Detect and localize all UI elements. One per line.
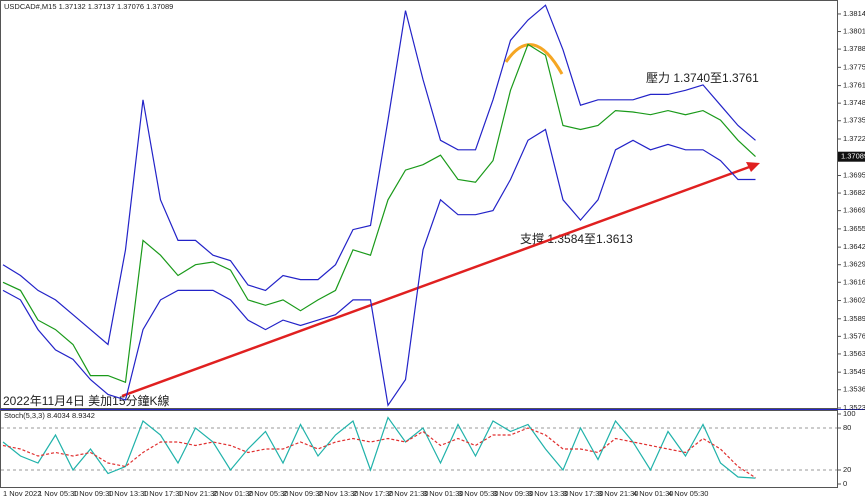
x-tick-label: 3 Nov 21:30 <box>598 489 638 498</box>
x-tick-label: 2 Nov 09:30 <box>283 489 323 498</box>
x-tick-label: 1 Nov 05:30 <box>38 489 78 498</box>
x-tick-label: 2 Nov 01:30 <box>213 489 253 498</box>
y-tick-label: 1.37485 <box>843 98 865 107</box>
x-tick-label: 2 Nov 21:30 <box>388 489 428 498</box>
chart-caption: 2022年11月4日 美加15分鐘K線 <box>3 393 170 408</box>
trend-line <box>121 164 753 398</box>
x-tick-label: 3 Nov 01:30 <box>423 489 463 498</box>
stoch-header: Stoch(5,3,3) 8.4034 8.9342 <box>4 411 95 420</box>
y-tick-label: 1.37220 <box>843 134 865 143</box>
y-tick-label: 1.38145 <box>843 9 865 18</box>
x-tick-label: 2 Nov 17:30 <box>353 489 393 498</box>
x-tick-label: 1 Nov 2022 <box>3 489 41 498</box>
y-tick-label: 1.36950 <box>843 170 865 179</box>
y-tick-label: 100 <box>843 409 856 418</box>
x-tick-label: 3 Nov 05:30 <box>458 489 498 498</box>
x-tick-label: 2 Nov 13:30 <box>318 489 358 498</box>
x-tick-label: 2 Nov 05:30 <box>248 489 288 498</box>
x-tick-label: 3 Nov 09:30 <box>493 489 533 498</box>
y-tick-label: 0 <box>843 479 847 488</box>
series-line <box>2 128 756 407</box>
x-tick-label: 3 Nov 13:30 <box>528 489 568 498</box>
y-tick-label: 1.35230 <box>843 403 865 412</box>
y-tick-label: 80 <box>843 423 851 432</box>
y-tick-label: 1.36420 <box>843 242 865 251</box>
y-tick-label: 1.36555 <box>843 224 865 233</box>
series-line <box>2 416 756 479</box>
y-tick-label: 1.37615 <box>843 81 865 90</box>
x-tick-label: 1 Nov 21:30 <box>178 489 218 498</box>
x-tick-label: 3 Nov 17:30 <box>563 489 603 498</box>
top-arc <box>504 43 564 75</box>
resistance-note: 壓力 1.3740至1.3761 <box>646 71 759 85</box>
x-tick-label: 1 Nov 09:30 <box>73 489 113 498</box>
y-tick-label: 1.36290 <box>843 260 865 269</box>
x-tick-label: 1 Nov 13:30 <box>108 489 148 498</box>
y-tick-label: 1.35495 <box>843 367 865 376</box>
y-tick-label: 1.35630 <box>843 349 865 358</box>
x-tick-label: 1 Nov 17:30 <box>143 489 183 498</box>
stoch-frame <box>0 410 838 488</box>
y-tick-label: 1.35365 <box>843 385 865 394</box>
y-tick-label: 1.35890 <box>843 314 865 323</box>
y-tick-label: 1.37885 <box>843 44 865 53</box>
y-tick-label: 1.36160 <box>843 277 865 286</box>
last-price-label: 1.37089 <box>841 152 865 161</box>
y-tick-label: 1.36025 <box>843 296 865 305</box>
last-price-box <box>838 151 865 162</box>
y-tick-label: 20 <box>843 465 851 474</box>
x-tick-label: 4 Nov 05:30 <box>668 489 708 498</box>
x-tick-label: 4 Nov 01:30 <box>633 489 673 498</box>
series-line <box>2 4 756 346</box>
support-note: 支撐 1.3584至1.3613 <box>520 232 633 246</box>
chart-header: USDCAD#,M15 1.37132 1.37137 1.37076 1.37… <box>4 2 173 11</box>
y-tick-label: 1.37750 <box>843 62 865 71</box>
price-frame <box>0 0 838 409</box>
trend-arrow <box>746 162 760 172</box>
y-tick-label: 1.38015 <box>843 27 865 36</box>
y-tick-label: 1.36690 <box>843 206 865 215</box>
y-tick-label: 1.37355 <box>843 116 865 125</box>
y-tick-label: 1.35760 <box>843 331 865 340</box>
y-tick-label: 1.36820 <box>843 188 865 197</box>
series-line <box>2 43 756 384</box>
series-line <box>2 427 756 479</box>
